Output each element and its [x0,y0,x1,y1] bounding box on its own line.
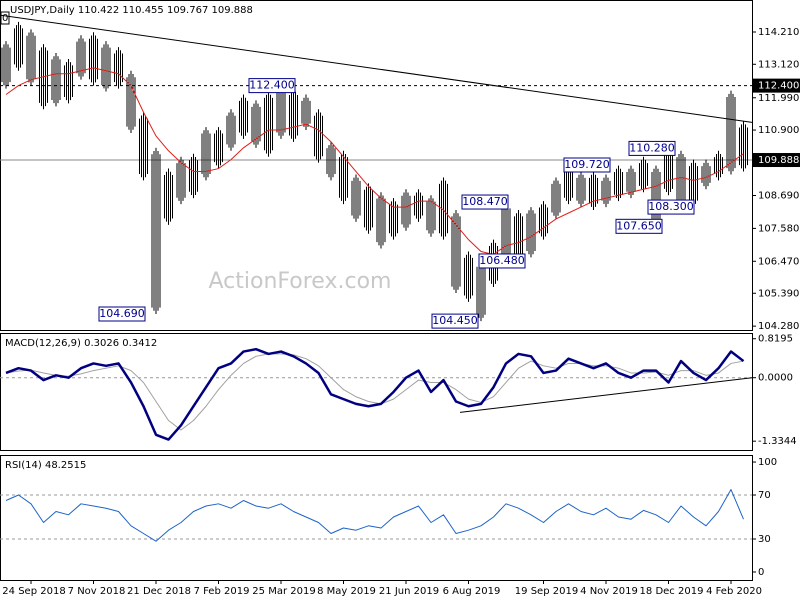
moving-average [5,67,744,255]
y-tick-label: 105.390 [758,288,799,299]
annotation-label: 109.720 [564,158,610,171]
annotation-box [563,157,611,173]
price-line-label: 112.400 [758,81,799,92]
annotation-box [98,306,146,322]
x-tick-label: 4 Feb 2020 [706,586,762,597]
indicator-line [5,353,744,431]
watermark: ActionForex.com [209,269,392,294]
annotation-box [248,78,296,94]
y-tick-label: 0.8195 [758,334,793,345]
y-tick-label: 30 [758,534,771,545]
price-line-box [753,78,800,93]
y-tick-label: 113.120 [758,59,799,70]
y-tick-label: 0.0000 [758,373,793,384]
annotation-box [461,194,509,210]
x-tick-label: 8 May 2019 [317,586,376,597]
corner-label: 0 [2,13,8,24]
x-tick-label: 18 Dec 2019 [640,586,704,597]
y-tick-label: 110.900 [758,125,799,136]
annotation-box [431,313,479,329]
y-tick-label: -1.3344 [758,436,797,447]
x-tick-label: 4 Nov 2019 [580,586,638,597]
x-tick-label: 21 Jun 2019 [379,586,439,597]
trend-line [459,377,753,413]
y-tick-label: 111.990 [758,93,799,104]
y-tick-label: 100 [758,457,777,468]
y-tick-label: 114.210 [758,27,799,38]
annotation-box [628,140,676,156]
panel-frame [0,0,753,331]
annotation-label: 104.450 [432,314,478,327]
x-tick-label: 7 Feb 2019 [194,586,250,597]
panel-frame [0,333,753,451]
price-line-box [753,153,800,168]
indicator-line [5,347,745,441]
corner-box [0,11,10,25]
annotation-box [647,199,695,215]
x-tick-label: 19 Sep 2019 [515,586,578,597]
price-line-label: 109.888 [758,155,799,166]
panel-title: USDJPY,Daily 110.422 110.455 109.767 109… [10,5,253,16]
x-tick-label: 21 Dec 2018 [127,586,191,597]
panel-title: RSI(14) 48.2515 [5,460,86,471]
y-tick-label: 106.470 [758,256,799,267]
trend-line [0,14,753,123]
x-tick-label: 7 Nov 2018 [68,586,126,597]
annotation-label: 107.650 [616,219,662,232]
y-tick-label: 104.280 [758,321,799,332]
y-tick-label: 70 [758,490,771,501]
annotation-box [478,253,526,269]
annotation-label: 110.280 [629,141,675,154]
panel-title: MACD(12,26,9) 0.3026 0.3412 [5,338,157,349]
indicator-line [5,489,744,542]
annotation-label: 108.300 [648,200,694,213]
x-tick-label: 25 Mar 2019 [252,586,315,597]
y-tick-label: 107.580 [758,223,799,234]
annotation-label: 104.690 [99,307,145,320]
annotation-box [615,218,663,234]
annotation-label: 112.400 [249,79,295,92]
x-tick-label: 6 Aug 2019 [443,586,501,597]
panel-frame [0,455,753,581]
y-tick-label: 108.690 [758,191,799,202]
y-tick-label: 0 [758,567,764,578]
x-tick-label: 24 Sep 2018 [2,586,65,597]
annotation-label: 106.480 [479,254,525,267]
annotation-label: 108.470 [462,195,508,208]
